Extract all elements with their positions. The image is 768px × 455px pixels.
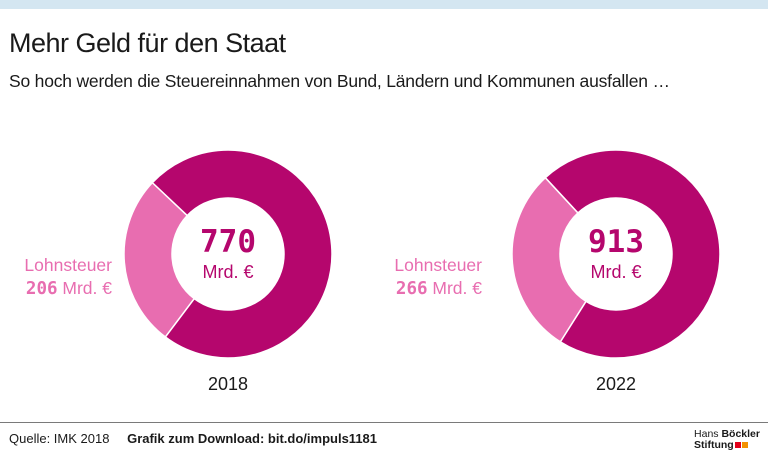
- donut-slice-rest-2018: [151, 149, 333, 359]
- chart-subtitle: So hoch werden die Steuereinnahmen von B…: [9, 71, 670, 91]
- logo-square-orange: [741, 442, 748, 448]
- lohnsteuer-number-2022: 266: [396, 279, 428, 299]
- lohnsteuer-unit-2018: Mrd. €: [58, 278, 113, 298]
- donut-slice-lohnsteuer-2022: [511, 176, 588, 343]
- logo-text-stiftung: Stiftung: [694, 439, 734, 451]
- logo-text-boeckler: Böckler: [721, 428, 760, 440]
- lohnsteuer-label-2018: Lohnsteuer: [24, 255, 112, 275]
- hans-boeckler-logo: Hans Böckler Stiftung: [694, 429, 760, 451]
- center-unit-2018: Mrd. €: [202, 262, 253, 282]
- lohnsteuer-unit-2022: Mrd. €: [428, 278, 483, 298]
- lohnsteuer-value-2018: 206 Mrd. €: [26, 278, 112, 299]
- logo-square-red: [734, 442, 741, 448]
- chart-title: Mehr Geld für den Staat: [9, 28, 286, 58]
- lohnsteuer-label-2022: Lohnsteuer: [394, 255, 482, 275]
- year-label-2018: 2018: [208, 374, 248, 394]
- year-label-2022: 2022: [596, 374, 636, 394]
- footer-source: Quelle: IMK 2018 Grafik zum Download: bi…: [9, 431, 377, 446]
- download-link[interactable]: Grafik zum Download: bit.do/impuls1181: [127, 431, 378, 446]
- center-unit-2022: Mrd. €: [590, 262, 641, 282]
- lohnsteuer-value-2022: 266 Mrd. €: [396, 278, 482, 299]
- logo-text-hans: Hans: [694, 428, 719, 440]
- center-value-2022: 913: [588, 224, 644, 260]
- center-value-2018: 770: [200, 224, 256, 260]
- top-accent-bar: [0, 0, 768, 9]
- lohnsteuer-number-2018: 206: [26, 279, 58, 299]
- donut-slice-rest-2022: [544, 149, 721, 359]
- source-text: Quelle: IMK 2018: [9, 431, 110, 446]
- donut-slice-lohnsteuer-2018: [123, 181, 196, 339]
- footer-divider: [0, 422, 768, 423]
